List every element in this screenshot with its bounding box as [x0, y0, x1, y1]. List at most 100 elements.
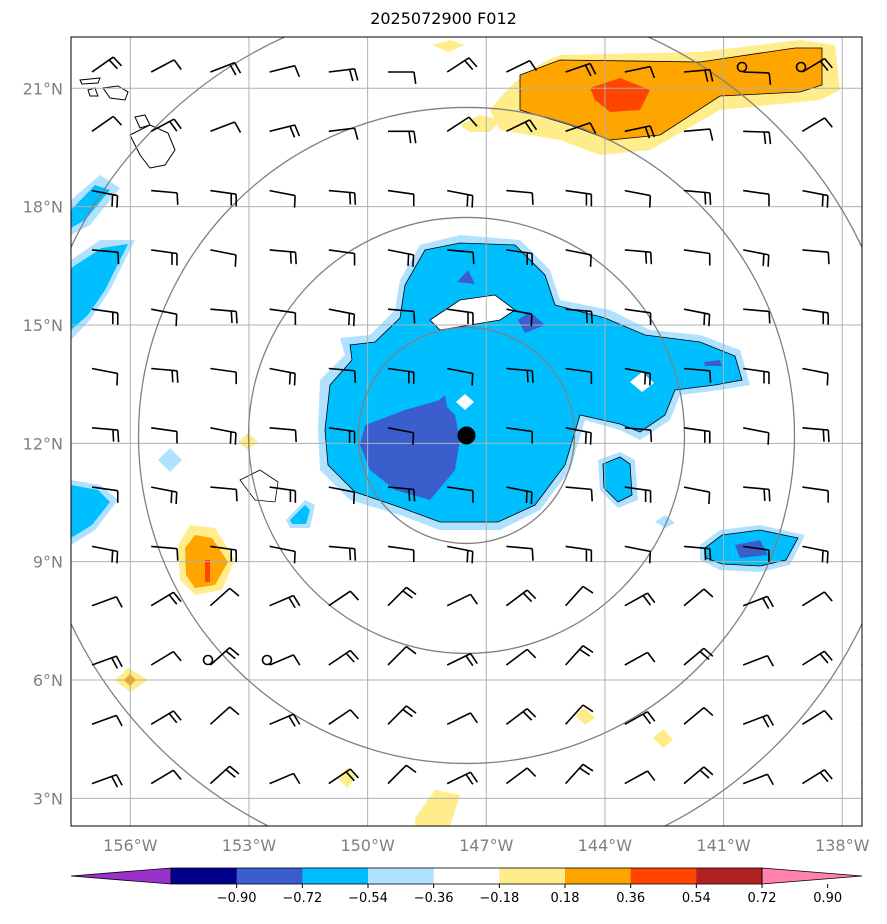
wind-barb-flag: [407, 253, 410, 266]
wind-barb-shaft: [565, 704, 584, 725]
wind-barb-shaft: [210, 249, 237, 256]
wind-barb-flag: [402, 708, 413, 718]
wind-barb-flag: [117, 252, 120, 265]
wind-barb-shaft: [387, 646, 407, 666]
wind-barb-flag: [582, 645, 594, 654]
contour-blue-s1: [290, 505, 310, 524]
contour-blue-e1: [603, 457, 632, 502]
wind-barb-flag: [229, 646, 240, 656]
wind-barb-flag: [466, 550, 469, 563]
contour-yellow-small-ne: [460, 115, 500, 132]
wind-barb-shaft: [742, 654, 768, 666]
wind-barb-shaft: [269, 772, 294, 785]
longitude-labels: 156°W 153°W 150°W 147°W 144°W 141°W 138°W: [103, 836, 869, 855]
wind-barb-flag: [469, 593, 478, 605]
wind-barb-shaft: [506, 427, 533, 433]
colorbar-outline: [170, 867, 763, 885]
wind-barb-flag: [826, 373, 829, 386]
wind-barb-shaft: [801, 117, 826, 132]
wind-barb-flag: [293, 195, 296, 208]
wind-barb-shaft: [328, 127, 355, 133]
wind-barb-flag: [709, 69, 714, 82]
wind-barb-flag: [116, 551, 119, 564]
wind-barb-shaft: [91, 367, 118, 375]
wind-barb-flag: [525, 491, 528, 504]
wind-barb-shaft: [505, 767, 528, 785]
wind-barb-shaft: [447, 249, 474, 253]
lat-tick-label: 21°N: [23, 79, 63, 98]
colorbar-tick-label: 0.36: [616, 891, 645, 906]
wind-barb-shaft: [387, 427, 414, 434]
wind-barb-flag: [881, 707, 887, 715]
wind-barb-flag: [471, 551, 474, 564]
wind-barb-shaft: [387, 189, 414, 196]
contour-red-w: [205, 560, 210, 582]
wind-barb-flag: [881, 123, 887, 133]
wind-barb-flag: [823, 591, 833, 602]
wind-barb-shaft: [269, 545, 296, 553]
wind-barb-flag: [589, 254, 592, 267]
wind-barb-flag: [530, 314, 533, 327]
colorbar: −0.90 −0.72 −0.54 −0.36 −0.18 0.18 0.36 0.54 0.7…: [70, 867, 863, 906]
wind-barb-flag: [529, 60, 538, 71]
contour-lightblue-w5: [240, 470, 278, 502]
wind-barb-flag: [235, 311, 238, 324]
wind-barb-flag: [176, 370, 179, 383]
wind-barb-flag: [293, 551, 296, 564]
wind-barb-shaft: [683, 588, 705, 607]
wind-barb-flag: [589, 432, 592, 445]
wind-barb-shaft: [209, 706, 231, 725]
wind-barb-flag: [590, 311, 593, 324]
wind-barb-shaft: [801, 709, 825, 725]
wind-barb-flag: [703, 313, 706, 326]
wind-barb-shaft: [328, 590, 351, 607]
wind-barb-flag: [172, 591, 182, 603]
wind-barb-flag: [116, 195, 119, 208]
wind-barb-flag: [352, 492, 356, 505]
wind-barb-flag: [522, 592, 533, 603]
wind-barbs: [91, 56, 887, 788]
wind-barb-shaft: [565, 249, 592, 256]
wind-barb-flag: [762, 597, 770, 610]
wind-barb-shaft: [624, 65, 651, 73]
wind-barb-flag: [708, 492, 711, 505]
wind-barb-flag: [827, 252, 830, 265]
wind-barb-shaft: [861, 486, 862, 488]
colorbar-segment: [630, 868, 697, 884]
wind-barb-flag: [413, 71, 417, 84]
wind-barb-flag: [766, 595, 775, 608]
wind-barb-shaft: [506, 308, 533, 315]
wind-barb-flag: [882, 491, 883, 503]
colorbar-segment: [302, 868, 369, 884]
contour-lightblue-e3: [655, 515, 675, 528]
colorbar-tick-label: −0.90: [217, 891, 257, 906]
wind-barb-flag: [173, 118, 182, 130]
wind-barb-flag: [646, 770, 656, 782]
colorbar-tick-label: 0.72: [748, 891, 777, 906]
wind-barb-shaft: [91, 249, 118, 253]
wind-barb-shaft: [447, 486, 474, 492]
colorbar-extend-low: [70, 867, 172, 885]
colorbar-tick-label: −0.54: [348, 891, 388, 906]
latitude-labels: 21°N 18°N 15°N 12°N 9°N 6°N 3°N: [23, 79, 63, 808]
colorbar-tick-label: 0.18: [551, 891, 580, 906]
wind-barb-flag: [405, 586, 417, 596]
wind-barb-shaft: [446, 116, 470, 132]
wind-barb-flag: [289, 251, 292, 264]
wind-barb-flag: [526, 767, 537, 777]
wind-barb-flag: [526, 370, 529, 383]
wind-barb-flag: [703, 766, 714, 776]
wind-barb-flag: [649, 66, 656, 79]
wind-barb-flag: [170, 491, 173, 504]
wind-barb-flag: [465, 655, 474, 667]
wind-barb-flag: [642, 713, 652, 725]
wind-barb-flag: [469, 771, 478, 783]
contour-darkblue-core: [360, 400, 460, 500]
wind-barb-flag: [766, 714, 775, 726]
wind-barb-flag: [821, 550, 824, 563]
wind-barb-flag: [111, 657, 119, 669]
calm-wind-circle: [261, 654, 273, 666]
wind-barb-shaft: [269, 654, 294, 666]
wind-barb-flag: [579, 767, 591, 776]
wind-barb-flag: [823, 710, 833, 721]
